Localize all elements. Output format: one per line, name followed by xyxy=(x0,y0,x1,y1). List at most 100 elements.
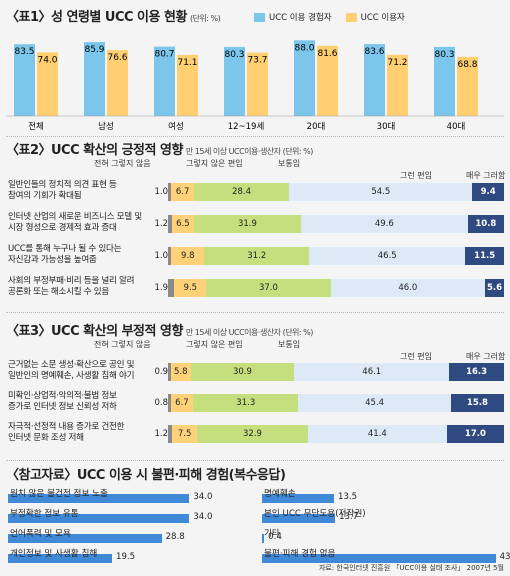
segment-value-label: 28.4 xyxy=(232,187,252,197)
bar-experienced xyxy=(224,46,245,116)
row-label: 인터넷 산업의 새로운 비즈니스 모델 및 시장 형성으로 경제적 효과 증대 xyxy=(8,212,142,233)
segment-value-label: 46.0 xyxy=(398,283,418,293)
reference-value-label: 28.8 xyxy=(165,532,185,542)
stacked-bar: 6.5 31.9 49.6 10.8 xyxy=(168,215,504,233)
reference-category-label: 언어폭력 및 모욕 xyxy=(10,529,71,539)
bar-user xyxy=(317,45,338,116)
category-label: 12~19세 xyxy=(228,122,265,132)
bar-value-label: 83.6 xyxy=(364,47,384,57)
stack-segment-1: 6.5 xyxy=(172,215,194,233)
scale-label: 전혀 그렇지 않음 xyxy=(94,340,151,349)
value-label-strongly-disagree: 1.2 xyxy=(154,219,168,229)
reference-value-label: 34.0 xyxy=(193,512,213,522)
source-note: 자료: 한국인터넷 진흥원 「UCC이용 실태 조사」 2007년 5월 xyxy=(318,564,504,572)
stack-segment-3: 46.1 xyxy=(294,363,450,381)
reference-value-label: 13.7 xyxy=(339,512,359,522)
segment-value-label: 6.5 xyxy=(176,219,190,229)
bar-user xyxy=(387,54,408,116)
segment-value-label: 6.7 xyxy=(175,398,189,408)
reference-bar xyxy=(262,514,336,523)
scale-label: 그런 편임 xyxy=(400,171,432,180)
bar-value-label: 80.3 xyxy=(434,50,454,60)
reference-title: 〈참고자료〉UCC 이용 시 불편·피해 경험(복수응답) xyxy=(6,468,286,483)
table1-bar-chart: 83.574.0전체85.976.6남성80.771.1여성80.373.712… xyxy=(6,40,504,132)
stack-segment-4: 10.8 xyxy=(467,215,504,233)
category-label: 20대 xyxy=(307,122,326,132)
stack-segment-0 xyxy=(168,425,173,443)
segment-value-label: 46.5 xyxy=(377,251,397,261)
stack-segment-2: 37.0 xyxy=(206,279,331,297)
stack-segment-0 xyxy=(168,183,172,201)
segment-value-label: 30.9 xyxy=(232,367,252,377)
segment-value-label: 5.6 xyxy=(487,283,503,293)
stacked-bar: 5.8 30.9 46.1 16.3 xyxy=(168,363,504,381)
stack-segment-0 xyxy=(168,215,173,233)
segment-value-label: 31.3 xyxy=(236,398,256,408)
stack-segment-4: 9.4 xyxy=(472,183,504,201)
bar-experienced xyxy=(294,40,315,116)
table2-title: 〈표2〉UCC 확산의 긍정적 영향 만 15세 이상 UCC이용·생산자 (단위… xyxy=(6,143,313,158)
stacked-bar: 9.8 31.2 46.5 11.5 xyxy=(168,247,504,265)
scale-label: 보통임 xyxy=(278,340,301,349)
segment-value-label: 16.3 xyxy=(466,367,488,377)
legend-experienced: UCC 이용 경험자 xyxy=(254,11,332,23)
value-label-strongly-disagree: 1.0 xyxy=(154,251,168,261)
category-label: 남성 xyxy=(98,122,114,132)
segment-value-label: 46.1 xyxy=(362,367,382,377)
stack-segment-2: 32.9 xyxy=(197,425,308,443)
scale-label: 매우 그러함 xyxy=(466,352,506,361)
segment-value-label: 10.8 xyxy=(475,219,497,229)
stack-segment-2: 31.2 xyxy=(204,247,310,265)
divider xyxy=(6,136,504,137)
row-label: 사회의 부정부패·비리 등을 널리 알려 공론화 또는 해소시킬 수 있음 xyxy=(8,276,135,297)
reference-value-label: 19.5 xyxy=(116,552,136,562)
reference-value-label: 43.8 xyxy=(499,552,510,562)
reference-value-label: 13.5 xyxy=(338,492,358,502)
row-label: 일반인들의 정치적 의견 표현 등 참여의 기회가 확대됨 xyxy=(8,180,117,201)
stack-segment-2: 28.4 xyxy=(193,183,290,201)
legend-user: UCC 이용자 xyxy=(345,11,405,23)
segment-value-label: 32.9 xyxy=(243,429,262,439)
reference-bar xyxy=(8,494,190,503)
stack-segment-0 xyxy=(168,247,172,265)
value-label-strongly-disagree: 1.0 xyxy=(154,187,168,197)
bar-value-label: 88.0 xyxy=(294,43,314,53)
bar-value-label: 73.7 xyxy=(247,56,267,66)
stack-segment-1: 5.8 xyxy=(171,363,191,381)
segment-value-label: 11.5 xyxy=(474,251,496,261)
scale-label: 그렇지 않은 편임 xyxy=(186,340,243,349)
segment-value-label: 49.6 xyxy=(374,219,394,229)
stack-segment-1: 6.7 xyxy=(171,183,194,201)
bar-value-label: 74.0 xyxy=(37,55,57,65)
scale-label: 그런 편임 xyxy=(400,352,432,361)
divider xyxy=(6,460,504,461)
reference-bar xyxy=(262,534,265,543)
divider xyxy=(6,312,504,313)
bar-value-label: 80.7 xyxy=(154,50,174,60)
reference-category-label: 부정확한 정보 유통 xyxy=(10,509,79,519)
bar-user xyxy=(37,52,58,116)
row-label: 자극적·선정적 내용 증가로 건전한 인터넷 문화 조성 저해 xyxy=(8,422,125,443)
segment-value-label: 17.0 xyxy=(464,429,486,439)
stack-segment-0 xyxy=(168,394,171,412)
value-label-strongly-disagree: 1.2 xyxy=(154,429,168,439)
bar-experienced xyxy=(84,42,105,116)
category-label: 40대 xyxy=(447,122,466,132)
bar-user xyxy=(107,50,128,116)
bar-experienced xyxy=(154,46,175,116)
scale-label: 매우 그러함 xyxy=(466,171,506,180)
reference-value-label: 34.0 xyxy=(193,492,213,502)
bar-value-label: 71.1 xyxy=(177,58,197,68)
bar-value-label: 83.5 xyxy=(14,47,34,57)
segment-value-label: 9.5 xyxy=(183,283,198,293)
reference-bar xyxy=(8,534,162,543)
bar-value-label: 80.3 xyxy=(224,50,244,60)
segment-value-label: 9.4 xyxy=(480,187,496,197)
reference-category-label: 불편·피해 경험 없음 xyxy=(264,549,336,559)
value-label-strongly-disagree: 0.9 xyxy=(154,367,168,377)
reference-value-label: 0.4 xyxy=(268,532,282,542)
scale-label: 그렇지 않은 편임 xyxy=(186,159,243,168)
reference-category-label: 개인정보 및 사생활 침해 xyxy=(10,549,98,559)
category-label: 여성 xyxy=(168,121,184,132)
